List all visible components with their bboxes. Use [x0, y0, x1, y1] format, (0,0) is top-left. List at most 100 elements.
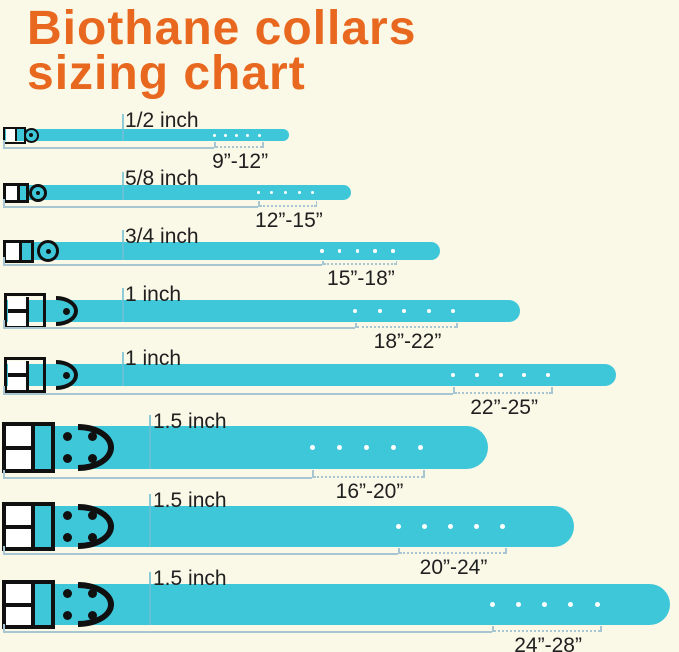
- rivet-dot: [62, 454, 72, 463]
- bracket-tick: [453, 387, 455, 394]
- strap-hole: [417, 445, 423, 450]
- width-marker-line: [122, 172, 124, 200]
- strap-hole: [212, 133, 216, 137]
- size-bracket-solid: [3, 206, 258, 208]
- buckle-pin-dot: [62, 371, 70, 379]
- bracket-tick: [3, 199, 5, 206]
- strap-hole: [447, 524, 453, 529]
- strap-hole: [309, 445, 315, 450]
- bracket-tick: [3, 320, 5, 327]
- size-bracket-solid: [3, 393, 453, 395]
- width-marker-line: [149, 494, 151, 547]
- strap-hole: [489, 602, 495, 607]
- strap-hole: [355, 249, 360, 253]
- strap-hole: [426, 309, 431, 313]
- width-marker-line: [122, 288, 124, 322]
- bracket-tick: [355, 323, 357, 328]
- size-bracket-dotted: [314, 476, 423, 478]
- size-range-label: 22”-25”: [470, 396, 538, 419]
- buckle-frame: [2, 580, 55, 629]
- strap-hole: [515, 602, 521, 607]
- rivet-dot: [62, 589, 72, 598]
- size-range-label: 18”-22”: [373, 330, 442, 353]
- strap-hole: [542, 602, 548, 607]
- strap-hole: [522, 373, 527, 377]
- buckle-divider: [6, 445, 36, 450]
- width-label: 1.5 inch: [153, 567, 227, 590]
- bracket-tick: [3, 546, 5, 553]
- strap-hole: [499, 524, 505, 529]
- bracket-tick: [398, 548, 400, 554]
- buckle-slot: [5, 129, 18, 141]
- size-bracket-dotted: [260, 205, 316, 207]
- width-label: 5/8 inch: [125, 167, 199, 190]
- buckle-frame: [4, 357, 46, 393]
- size-bracket-dotted: [400, 552, 505, 554]
- size-bracket-dotted: [357, 326, 456, 328]
- strap-hole: [395, 524, 401, 529]
- rivet-dot: [62, 432, 72, 441]
- width-marker-line: [122, 114, 124, 141]
- buckle-divider: [7, 373, 30, 377]
- bracket-tick: [423, 470, 425, 478]
- bracket-tick: [312, 470, 314, 478]
- buckle-slot: [6, 242, 23, 260]
- size-bracket-solid: [3, 631, 492, 633]
- buckle-divider: [7, 309, 30, 313]
- buckle-divider: [6, 602, 36, 607]
- buckle-frame: [3, 239, 34, 263]
- bracket-tick: [322, 261, 324, 265]
- strap-hole: [311, 191, 315, 194]
- strap-hole: [373, 249, 377, 253]
- bracket-tick: [3, 624, 5, 631]
- width-label: 1 inch: [125, 347, 182, 370]
- strap-hole: [246, 133, 250, 137]
- width-marker-line: [122, 230, 124, 260]
- size-range-label: 9”-12”: [212, 150, 269, 173]
- buckle-frame: [2, 422, 55, 473]
- width-marker-line: [122, 352, 124, 386]
- strap-hole: [257, 133, 261, 137]
- size-range-label: 20”-24”: [419, 556, 488, 579]
- collar-strap: [4, 584, 670, 625]
- buckle-divider: [6, 524, 36, 529]
- bracket-tick: [3, 386, 5, 393]
- size-range-label: 15”-18”: [327, 267, 395, 290]
- strap-hole: [390, 445, 396, 450]
- size-range-label: 16”-20”: [335, 480, 404, 503]
- rivet-dot: [62, 611, 72, 620]
- strap-hole: [270, 191, 274, 194]
- collar-strap: [4, 242, 440, 260]
- buckle-slot: [6, 185, 20, 200]
- strap-hole: [451, 373, 455, 377]
- strap-hole: [594, 602, 600, 607]
- collar-strap: [4, 300, 520, 322]
- size-bracket-solid: [3, 264, 322, 266]
- strap-hole: [391, 249, 395, 253]
- strap-hole: [297, 191, 301, 194]
- collar-strap: [4, 129, 289, 141]
- size-bracket-dotted: [324, 263, 396, 265]
- strap-hole: [256, 191, 260, 194]
- collar-strap: [4, 426, 488, 469]
- size-bracket-solid: [3, 327, 355, 329]
- title-line-2: sizing chart: [27, 47, 306, 100]
- width-label: 1.5 inch: [153, 489, 227, 512]
- rivet-dot: [62, 511, 72, 520]
- width-label: 3/4 inch: [125, 225, 199, 248]
- bracket-tick: [600, 626, 602, 632]
- bracket-tick: [492, 626, 494, 632]
- bracket-tick: [262, 142, 264, 148]
- title-line-1: Biothane collars: [27, 2, 417, 55]
- strap-hole: [337, 249, 342, 253]
- strap-hole: [421, 524, 427, 529]
- bracket-tick: [551, 387, 553, 394]
- strap-hole: [223, 133, 227, 137]
- width-label: 1 inch: [125, 283, 182, 306]
- size-range-label: 24”-28”: [514, 634, 582, 652]
- size-bracket-solid: [3, 147, 214, 149]
- bracket-tick: [258, 201, 260, 207]
- strap-hole: [546, 373, 551, 377]
- width-marker-line: [149, 415, 151, 469]
